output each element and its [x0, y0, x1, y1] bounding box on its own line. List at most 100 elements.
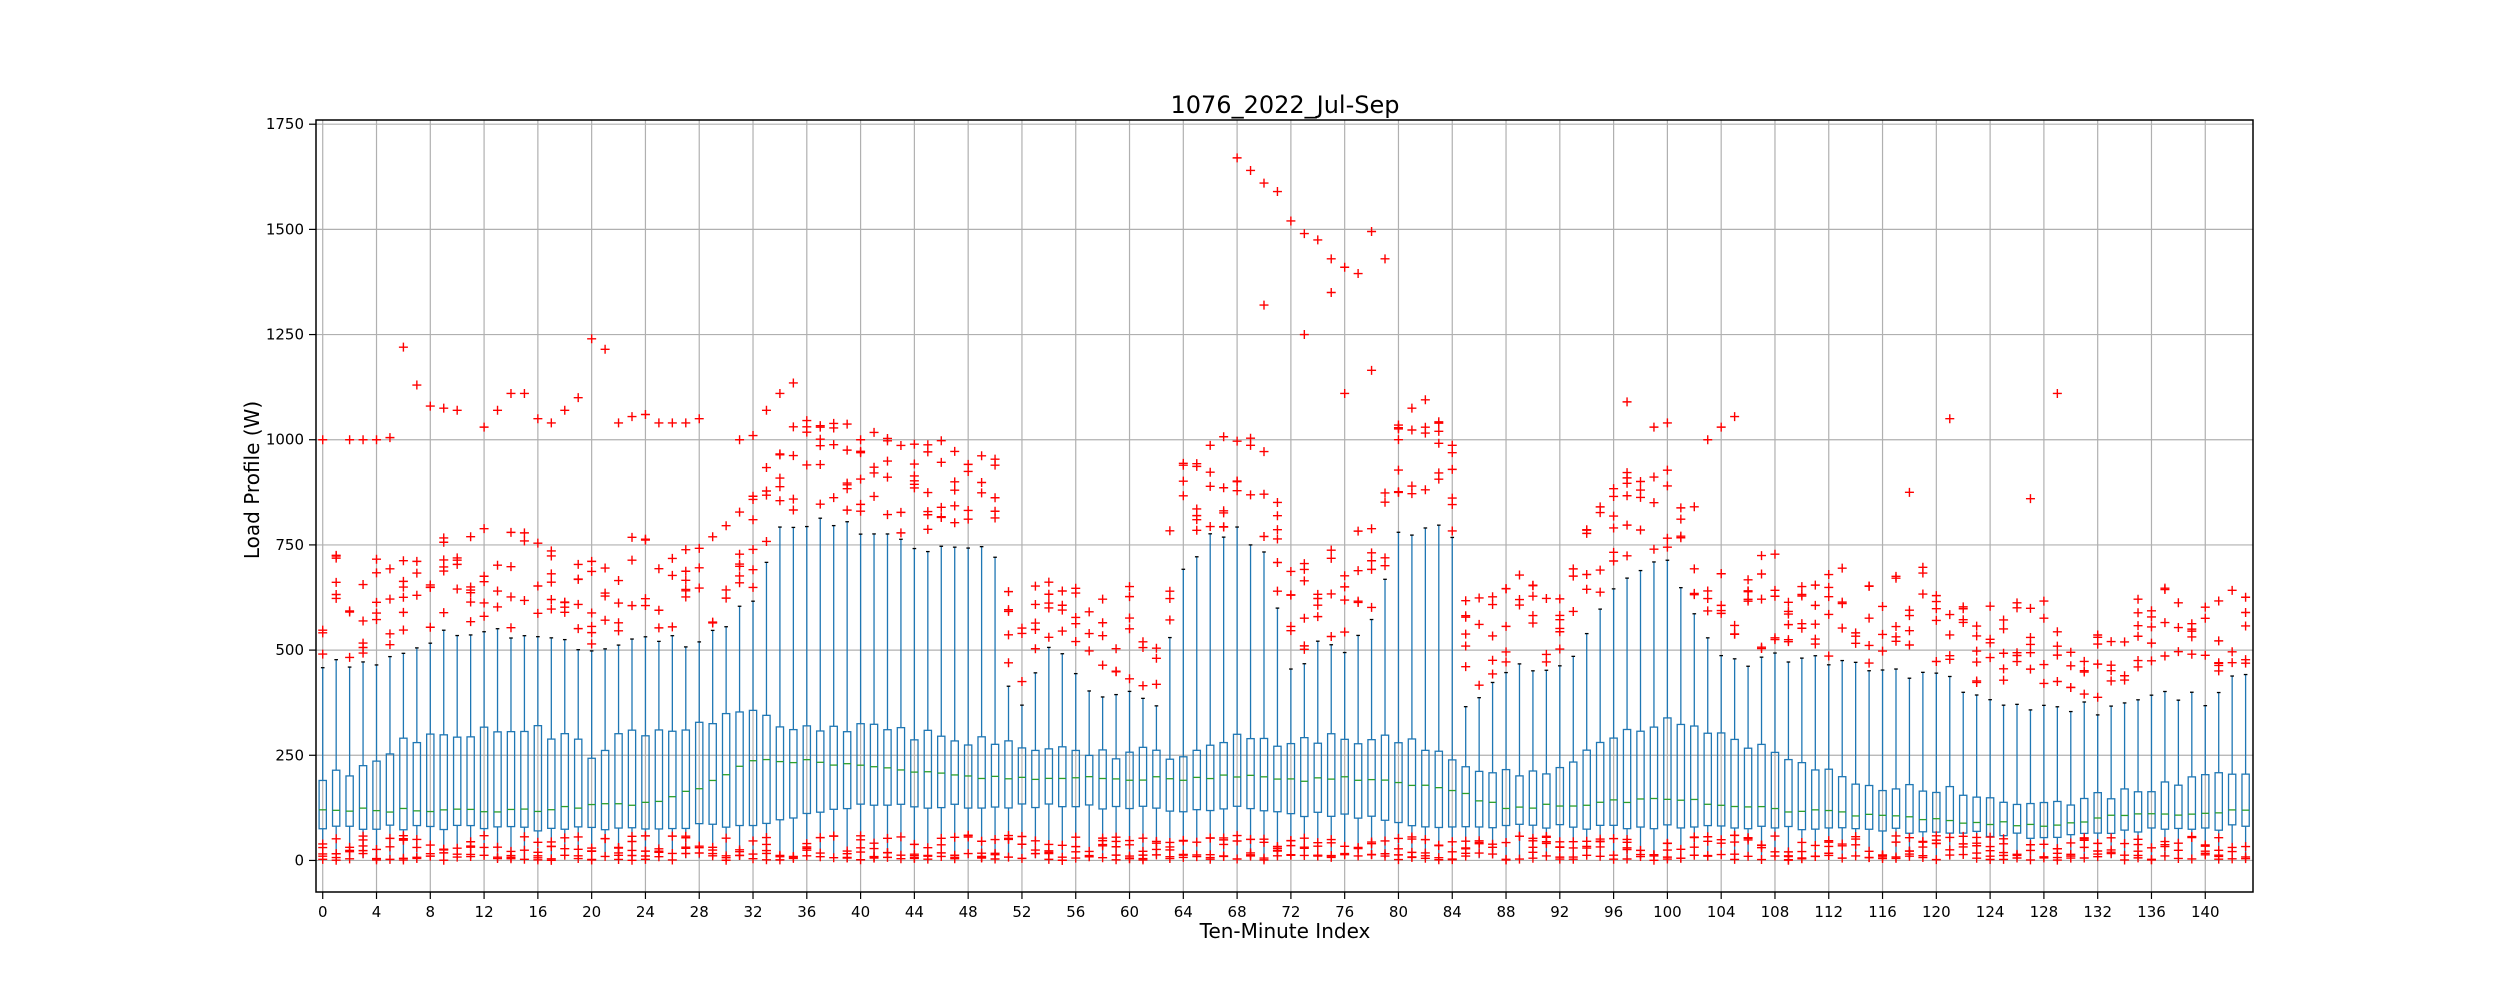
flier-high-89-2	[1514, 595, 1524, 605]
flier-high-54-2	[1044, 632, 1054, 642]
flier-high-65-2	[1192, 525, 1202, 535]
flier-high-126-4	[2012, 657, 2022, 667]
flier-low-61-3	[1138, 833, 1148, 843]
flier-high-41-3	[869, 427, 879, 437]
box-20	[587, 757, 596, 829]
x-tick-label-108: 108	[1761, 903, 1790, 921]
box-64	[1179, 756, 1188, 813]
flier-low-85-4	[1461, 851, 1471, 861]
box-87	[1488, 772, 1497, 829]
flier-high-101-3	[1676, 531, 1686, 541]
flier-low-123-2	[1972, 841, 1982, 851]
flier-low-92-4	[1555, 837, 1565, 847]
flier-high-9-1	[439, 608, 449, 618]
flier-high-1-3	[331, 589, 341, 599]
flier-outlier-11	[493, 405, 503, 415]
flier-outlier-12	[506, 388, 516, 398]
box-30	[721, 712, 731, 828]
flier-high-10-3	[452, 559, 462, 569]
x-tick-label-0: 0	[318, 903, 328, 921]
flier-high-89-0	[1514, 570, 1524, 580]
flier-high-88-0	[1501, 647, 1511, 657]
flier-high-21-0	[600, 563, 610, 573]
y-tick-label-1250: 1250	[266, 326, 304, 344]
flier-high-6-3	[398, 556, 408, 566]
flier-low-49-4	[977, 851, 987, 861]
flier-high-112-4	[1824, 609, 1834, 619]
flier-low-30-3	[721, 853, 731, 863]
flier-low-54-2	[1044, 839, 1054, 849]
flier-high-46-2	[936, 502, 946, 512]
box-21	[600, 749, 610, 831]
box-75	[1326, 733, 1336, 817]
flier-low-1-4	[331, 834, 341, 844]
flier-high-107-1	[1757, 569, 1767, 579]
flier-low-72-2	[1286, 850, 1296, 860]
flier-low-35-2	[788, 852, 798, 862]
flier-low-124-4	[1985, 846, 1995, 856]
flier-outlier-36	[1259, 178, 1269, 188]
flier-high-24-3	[640, 534, 650, 544]
flier-low-111-2	[1810, 840, 1820, 850]
flier-low-24-3	[640, 846, 650, 856]
flier-high-0-1	[318, 649, 328, 659]
box-102	[1690, 725, 1699, 828]
box-15	[520, 730, 529, 828]
flier-high-32-4	[748, 515, 758, 525]
flier-high-137-1	[2160, 651, 2170, 661]
flier-high-1-1	[331, 577, 341, 587]
flier-high-49-2	[977, 451, 987, 461]
flier-high-64-2	[1178, 460, 1188, 470]
flier-high-50-4	[990, 506, 1000, 516]
flier-outlier-26	[694, 414, 704, 424]
flier-low-70-3	[1259, 837, 1269, 847]
flier-low-68-2	[1232, 831, 1242, 841]
flier-low-123-3	[1972, 832, 1982, 842]
flier-low-9-3	[439, 845, 449, 855]
y-tick-label-500: 500	[275, 641, 304, 659]
flier-low-3-4	[358, 831, 368, 841]
flier-high-107-2	[1757, 551, 1767, 561]
flier-low-25-4	[654, 846, 664, 856]
flier-high-19-2	[573, 624, 583, 634]
flier-high-60-4	[1125, 613, 1135, 623]
box-28	[694, 721, 704, 825]
x-tick-label-8: 8	[426, 903, 436, 921]
box-70	[1259, 737, 1269, 812]
flier-low-34-2	[775, 855, 785, 865]
flier-high-77-2	[1353, 596, 1363, 606]
flier-low-52-1	[1017, 832, 1027, 841]
flier-high-76-0	[1340, 571, 1350, 581]
flier-high-91-2	[1541, 649, 1551, 659]
flier-low-133-3	[2106, 833, 2116, 843]
flier-outlier-55	[1622, 397, 1632, 407]
flier-low-18-1	[560, 844, 570, 854]
flier-low-57-2	[1084, 846, 1094, 856]
flier-high-62-1	[1151, 653, 1161, 663]
flier-high-79-2	[1380, 497, 1390, 507]
box-25	[654, 729, 664, 830]
box-136	[2147, 791, 2156, 829]
flier-high-47-4	[950, 477, 960, 487]
flier-high-53-2	[1030, 625, 1040, 634]
flier-high-133-3	[2106, 637, 2116, 647]
flier-high-12-3	[479, 524, 489, 534]
flier-high-4-0	[372, 568, 382, 578]
flier-low-95-0	[1595, 851, 1605, 861]
flier-outlier-24	[667, 418, 677, 428]
x-tick-label-128: 128	[2030, 903, 2059, 921]
flier-high-110-0	[1797, 582, 1807, 592]
flier-high-125-4	[1999, 664, 2009, 674]
flier-high-138-2	[2173, 598, 2183, 608]
x-tick-label-24: 24	[636, 903, 655, 921]
flier-low-16-3	[533, 851, 543, 861]
flier-low-112-1	[1824, 850, 1834, 860]
flier-high-10-0	[452, 584, 462, 594]
flier-high-93-2	[1568, 606, 1578, 616]
flier-high-3-3	[358, 638, 368, 648]
box-43	[896, 726, 906, 805]
flier-outlier-5	[398, 342, 408, 352]
flier-low-55-2	[1057, 855, 1067, 865]
box-63	[1165, 758, 1175, 812]
box-52	[1017, 747, 1027, 805]
